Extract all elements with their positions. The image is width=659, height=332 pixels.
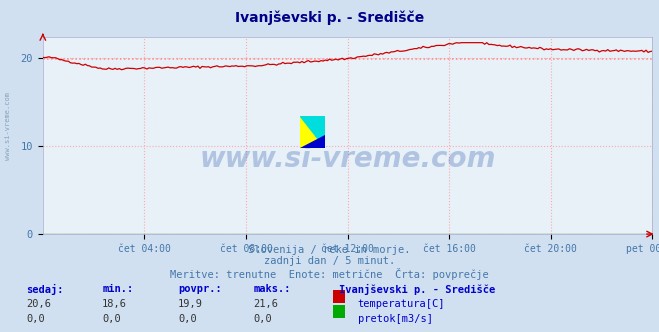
Text: 19,9: 19,9 (178, 299, 203, 309)
Polygon shape (300, 116, 325, 148)
Text: 21,6: 21,6 (254, 299, 279, 309)
Text: www.si-vreme.com: www.si-vreme.com (5, 92, 11, 160)
Text: min.:: min.: (102, 284, 133, 294)
Text: 18,6: 18,6 (102, 299, 127, 309)
Text: Ivanjševski p. - Središče: Ivanjševski p. - Središče (339, 284, 496, 295)
Text: pretok[m3/s]: pretok[m3/s] (358, 314, 433, 324)
Text: Slovenija / reke in morje.: Slovenija / reke in morje. (248, 245, 411, 255)
Text: 0,0: 0,0 (102, 314, 121, 324)
Text: 20,6: 20,6 (26, 299, 51, 309)
Text: temperatura[C]: temperatura[C] (358, 299, 445, 309)
Text: povpr.:: povpr.: (178, 284, 221, 294)
Text: 0,0: 0,0 (26, 314, 45, 324)
Text: maks.:: maks.: (254, 284, 291, 294)
Text: 0,0: 0,0 (178, 314, 196, 324)
Text: Meritve: trenutne  Enote: metrične  Črta: povprečje: Meritve: trenutne Enote: metrične Črta: … (170, 268, 489, 280)
Text: zadnji dan / 5 minut.: zadnji dan / 5 minut. (264, 256, 395, 266)
Text: Ivanjševski p. - Središče: Ivanjševski p. - Središče (235, 11, 424, 25)
Polygon shape (300, 135, 325, 148)
Text: sedaj:: sedaj: (26, 284, 64, 295)
Text: www.si-vreme.com: www.si-vreme.com (200, 145, 496, 173)
Text: 0,0: 0,0 (254, 314, 272, 324)
